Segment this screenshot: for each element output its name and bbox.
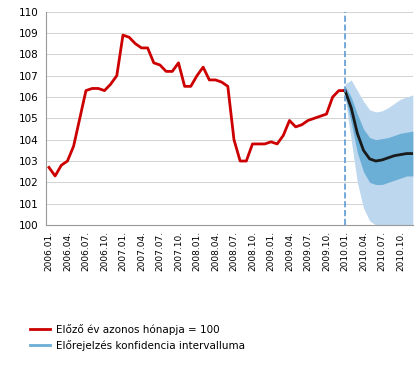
Legend: Előző év azonos hónapja = 100, Előrejelzés konfidencia intervalluma: Előző év azonos hónapja = 100, Előrejelz… [25, 320, 249, 355]
